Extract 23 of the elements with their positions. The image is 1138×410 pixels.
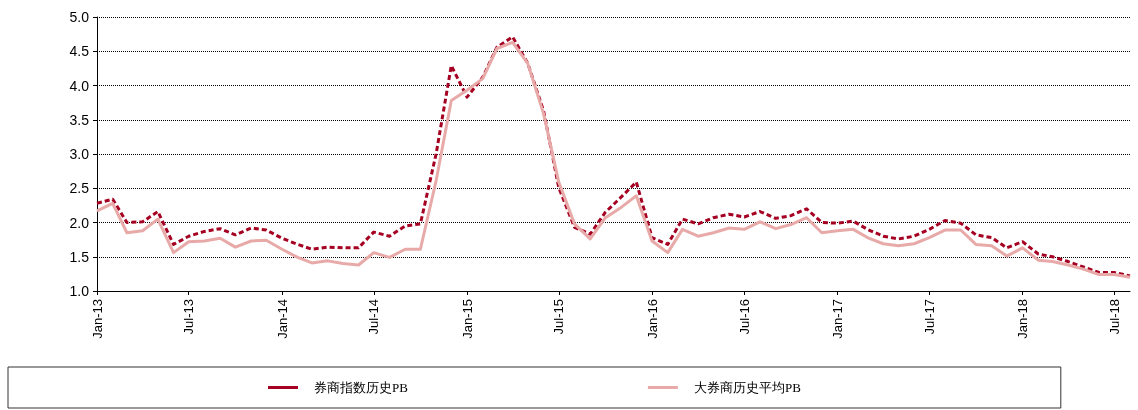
y-tick-label: 3.0	[69, 146, 90, 162]
x-tick-label: Jul-15	[551, 299, 567, 335]
y-tick-label: 2.0	[69, 214, 90, 231]
x-tick-label: Jan-18	[1015, 299, 1031, 339]
x-tick-label: Jan-17	[830, 299, 846, 339]
x-tick-label: Jan-15	[459, 299, 475, 339]
x-tick-label: Jan-13	[89, 299, 105, 339]
x-tick-label: Jul-13	[181, 299, 197, 335]
legend-label: 券商指数历史PB	[314, 380, 409, 395]
y-tick-label: 4.0	[69, 77, 90, 94]
y-tick-label: 5.0	[69, 9, 90, 25]
legend-label: 大券商历史平均PB	[693, 380, 802, 395]
x-tick-label: Jan-16	[644, 299, 660, 339]
y-tick-label: 1.5	[69, 248, 90, 265]
y-tick-label: 2.5	[69, 180, 90, 197]
x-tick-label: Jul-18	[1106, 299, 1122, 335]
x-tick-label: Jul-17	[921, 299, 937, 335]
x-tick-label: Jul-14	[366, 299, 382, 335]
x-tick-label: Jul-16	[736, 299, 752, 335]
y-tick-label: 1.0	[69, 283, 90, 299]
y-tick-label: 4.5	[69, 43, 90, 60]
y-tick-label: 3.5	[69, 111, 90, 128]
x-tick-label: Jan-14	[274, 299, 290, 339]
